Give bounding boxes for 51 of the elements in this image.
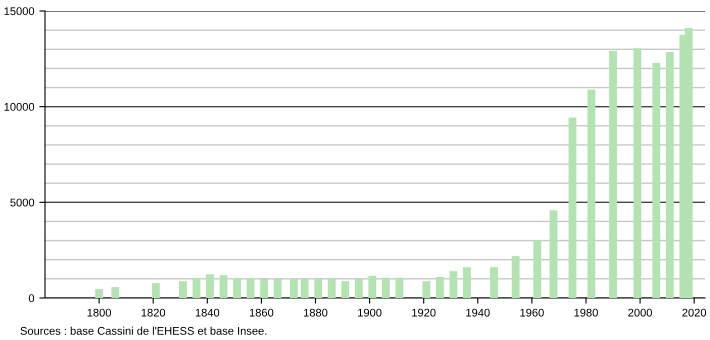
bar <box>246 278 254 298</box>
bar <box>328 279 336 298</box>
x-tick-label: 2020 <box>682 308 706 317</box>
bar <box>422 281 430 298</box>
bar <box>490 267 498 298</box>
bar <box>463 267 471 298</box>
bar <box>512 256 520 298</box>
bar <box>233 278 241 298</box>
x-tick-label: 1880 <box>304 308 328 317</box>
bar <box>300 279 309 298</box>
bar <box>179 281 187 298</box>
bar <box>274 279 282 298</box>
bar <box>111 287 120 298</box>
bar <box>314 279 322 298</box>
source-note: Sources : base Cassini de l'EHESS et base Insee. <box>20 326 266 335</box>
x-tick-label: 2000 <box>628 308 652 317</box>
bar <box>633 48 642 298</box>
x-tick-label: 1820 <box>142 308 166 317</box>
bar <box>192 278 200 298</box>
bar <box>436 276 444 298</box>
bar <box>652 62 660 298</box>
bar <box>550 210 558 298</box>
x-tick-label: 1980 <box>574 308 598 317</box>
y-tick-label: 15000 <box>4 7 34 16</box>
bar <box>382 278 390 298</box>
bar <box>609 50 617 298</box>
y-tick-label: 5000 <box>10 198 34 206</box>
bar <box>341 281 350 298</box>
x-tick-label: 1960 <box>520 308 544 317</box>
x-tick-label: 1920 <box>412 308 436 317</box>
bar <box>395 278 404 298</box>
x-tick-label: 1840 <box>196 308 220 317</box>
bar <box>354 279 363 298</box>
bar <box>260 279 268 298</box>
y-tick-label: 10000 <box>4 102 34 111</box>
x-tick-label: 1860 <box>250 308 274 317</box>
bar <box>290 279 298 298</box>
x-tick-label: 1900 <box>358 308 382 317</box>
y-tick-label: 0 <box>28 294 34 302</box>
bar <box>206 274 214 298</box>
bar <box>220 275 228 298</box>
bar <box>152 283 160 298</box>
bar <box>95 289 104 298</box>
bar <box>450 271 458 298</box>
bar <box>587 90 596 298</box>
bar <box>568 118 576 298</box>
x-tick-label: 1940 <box>466 308 490 317</box>
bar <box>666 52 674 298</box>
bar <box>533 240 542 298</box>
x-tick-label: 1800 <box>88 308 112 317</box>
bar <box>368 276 376 298</box>
